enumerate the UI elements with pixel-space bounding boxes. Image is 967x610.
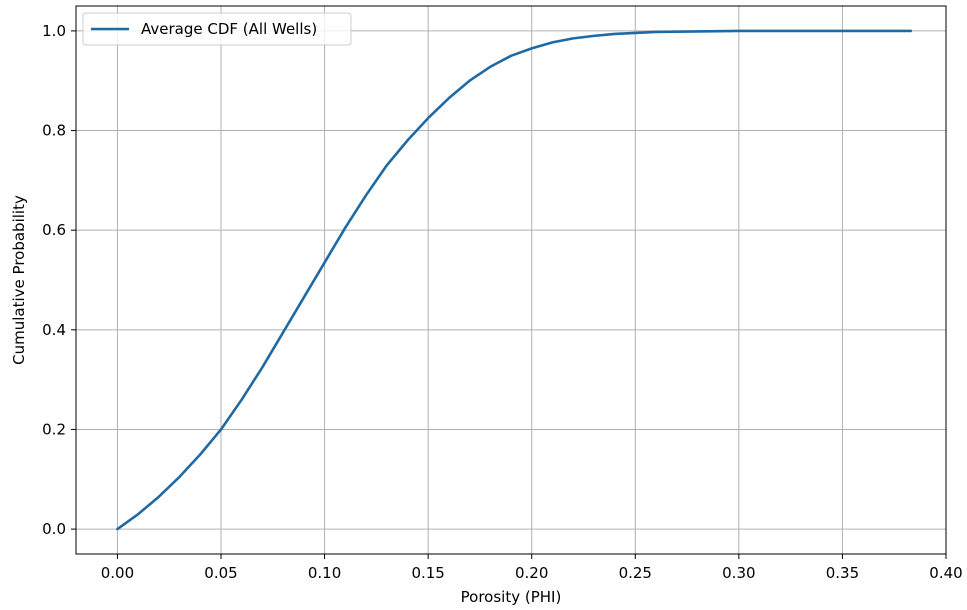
x-tick-label: 0.30 — [722, 564, 755, 582]
plot-frame — [75, 5, 947, 555]
y-tick-label: 0.2 — [42, 420, 66, 438]
x-tick-label: 0.25 — [619, 564, 652, 582]
x-tick-label: 0.00 — [101, 564, 134, 582]
y-axis-label: Cumulative Probability — [10, 195, 28, 365]
x-tick-label: 0.15 — [411, 564, 444, 582]
x-tick-label: 0.10 — [308, 564, 341, 582]
y-tick-label: 0.4 — [42, 321, 66, 339]
cdf-series-line — [116, 29, 913, 531]
y-tick-label: 1.0 — [42, 22, 66, 40]
x-tick-label: 0.20 — [515, 564, 548, 582]
x-axis-ticks: 0.00 0.05 0.10 0.15 0.20 0.25 0.30 0.35 0.40 — [101, 554, 963, 582]
y-tick-label: 0.0 — [42, 520, 66, 538]
x-tick-label: 0.35 — [826, 564, 859, 582]
x-tick-label: 0.05 — [204, 564, 237, 582]
series-layer — [116, 29, 913, 531]
x-axis-label: Porosity (PHI) — [461, 588, 562, 606]
y-tick-label: 0.8 — [42, 122, 66, 140]
legend-label: Average CDF (All Wells) — [141, 20, 317, 38]
x-tick-label: 0.40 — [929, 564, 962, 582]
y-tick-label: 0.6 — [42, 221, 66, 239]
legend: Average CDF (All Wells) — [82, 12, 352, 46]
legend-box — [82, 12, 352, 46]
y-axis-ticks: 0.0 0.2 0.4 0.6 0.8 1.0 — [42, 22, 76, 538]
